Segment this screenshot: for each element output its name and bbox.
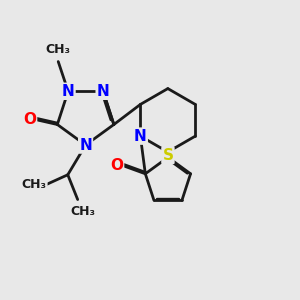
- Text: CH₃: CH₃: [22, 178, 46, 191]
- Text: O: O: [110, 158, 123, 173]
- Text: CH₃: CH₃: [46, 43, 71, 56]
- Text: N: N: [97, 84, 110, 99]
- Text: N: N: [134, 129, 147, 144]
- Text: CH₃: CH₃: [70, 205, 95, 218]
- Text: N: N: [62, 84, 74, 99]
- Text: O: O: [23, 112, 36, 127]
- Text: N: N: [79, 137, 92, 152]
- Text: S: S: [162, 148, 173, 163]
